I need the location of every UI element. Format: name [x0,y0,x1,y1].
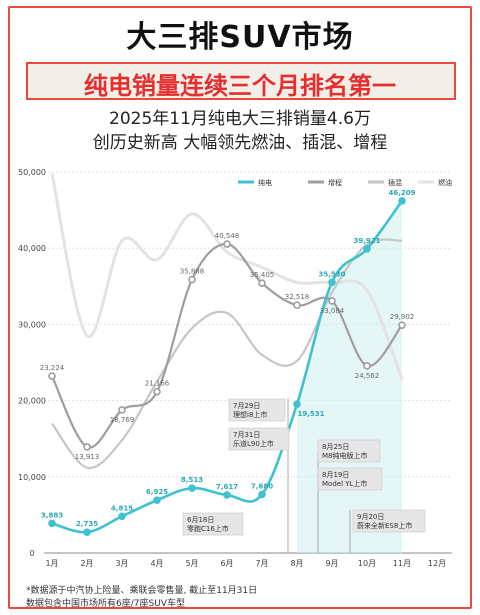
annotation-date: 7月31日 [233,431,260,439]
legend-label: 插混 [388,178,402,187]
data-label: 35,888 [180,268,205,276]
data-point [188,484,196,492]
annotation-date: 8月25日 [322,443,349,451]
data-label: 32,518 [285,293,310,301]
y-tick-label: 20,000 [18,397,46,406]
data-point [328,278,336,287]
annotation-event: Model YL上市 [322,479,367,488]
x-tick-label: 11月 [393,559,411,568]
data-label: 23,224 [40,364,65,372]
data-label: 6,925 [146,488,168,496]
data-point [118,512,126,521]
x-tick-label: 3月 [115,559,128,568]
annotation-date: 8月19日 [322,471,349,479]
data-label: 4,815 [111,504,133,512]
annotation-event: 理想i8上市 [233,410,267,419]
data-point [153,496,161,505]
sales-line-chart: 0 10,000 20,000 30,000 40,000 50,000 1月 2月 3月 4月 5… [18,168,452,568]
annotation-box [352,509,426,533]
data-point [328,297,336,305]
data-label: 35,405 [250,271,275,279]
data-point [363,362,371,370]
subtitle-line-2: 创历史新高 大幅领先燃油、插混、增程 [92,133,388,153]
data-point [83,528,91,536]
x-tick-label: 7月 [255,559,268,568]
data-label: 35,530 [318,270,345,278]
annotation-date: 7月29日 [233,402,260,410]
annotation-box [317,467,383,491]
outer-frame [8,6,472,609]
legend-label: 纯电 [258,178,272,187]
data-point [363,245,371,253]
data-label: 18,769 [110,416,135,424]
data-point [153,387,161,396]
data-label: 24,562 [355,372,380,380]
data-point [223,240,231,248]
annotation-box [228,398,286,422]
annotation-event: M8纯电版上市 [322,451,368,460]
data-point [293,301,301,310]
data-label: 39,921 [353,237,380,245]
x-tick-label: 2月 [80,559,93,568]
annotation-date: 6月18日 [187,516,214,524]
data-point [258,279,266,288]
data-label: 46,209 [388,189,415,197]
data-point [118,406,126,414]
series-line-纯电 [51,200,404,534]
data-label: 21,166 [145,380,170,388]
data-point [398,321,406,329]
data-label: 19,531 [297,410,324,418]
series-line-增程 [51,242,403,449]
y-tick-label: 10,000 [18,473,46,482]
annotation-event: 零跑C16上市 [187,524,229,533]
legend-label: 增程 [328,178,342,187]
footnote-source: *数据源于中汽协上险量、乘联会零售量, 截止至11月31日 [26,586,258,596]
highlight-box [26,62,456,100]
data-label: 7,617 [216,483,238,491]
y-tick-label: 40,000 [18,244,46,253]
data-point [293,400,301,408]
subtitle-line-1: 2025年11月纯电大三排销量4.6万 [109,109,371,129]
x-tick-label: 10月 [358,559,376,568]
data-point [48,372,56,380]
main-title: 大三排SUV市场 [126,20,354,55]
x-tick-label: 6月 [220,559,233,568]
data-label: 33,084 [320,307,345,315]
data-point [48,519,56,528]
annotation-date: 9月20日 [357,513,384,521]
x-tick-label: 12月 [428,559,446,568]
annotation-event: 蔚来全新ES8上市 [357,521,412,530]
x-tick-label: 4月 [150,559,163,568]
series-line-燃油 [50,173,404,380]
highlight-title: 纯电销量连续三个月排名第一 [84,72,396,100]
annotation-box [182,512,244,536]
data-point [223,491,231,499]
series-line-插混 [51,238,403,469]
y-tick-label: 50,000 [18,168,46,177]
data-label: 13,913 [75,453,100,461]
data-point [398,197,406,205]
data-label: 29,902 [390,313,415,321]
x-tick-label: 5月 [185,559,198,568]
annotation-box [228,427,290,451]
data-point [188,275,196,284]
data-point [83,443,91,451]
data-label: 40,548 [215,232,240,240]
data-label: 2,735 [76,520,98,528]
footnote-scope: 数据包含中国市场所有6座/7座SUV车型 [26,599,185,609]
legend-label: 燃油 [438,178,452,187]
x-tick-label: 8月 [290,559,303,568]
data-label: 3,883 [41,511,63,519]
x-tick-label: 1月 [45,559,58,568]
y-tick-label: 30,000 [18,320,46,329]
data-label: 7,680 [251,482,273,490]
annotation-event: 乐道L90上市 [233,439,274,448]
annotation-box [317,439,381,463]
data-label: 8,513 [181,476,203,484]
data-point [258,490,266,499]
x-tick-label: 9月 [325,559,338,568]
ev-highlight-area [297,200,402,553]
y-tick-label: 0 [29,549,34,558]
